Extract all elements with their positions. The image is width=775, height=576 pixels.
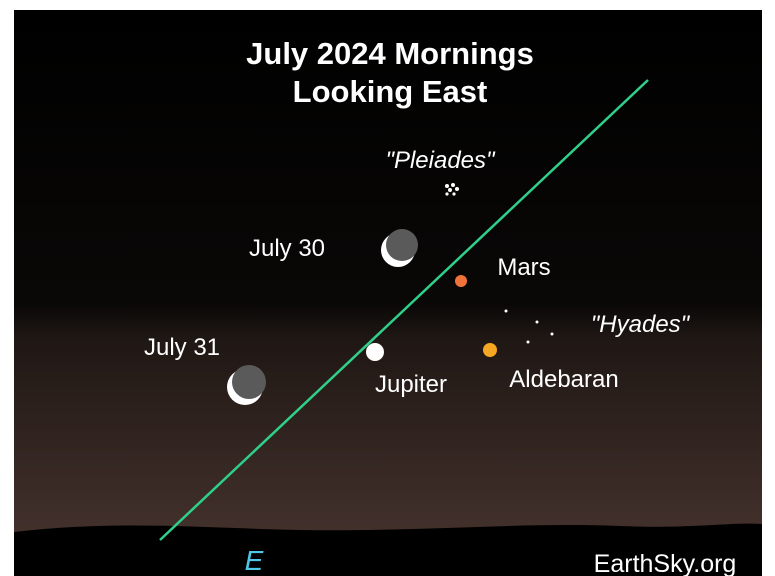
object-label: July 30 <box>249 235 325 262</box>
object-label: Aldebaran <box>509 366 618 393</box>
object-label: "Pleiades" <box>385 147 496 174</box>
direction-label: E <box>245 545 264 576</box>
mars <box>455 275 467 287</box>
title-line: Looking East <box>293 74 488 109</box>
object-label: "Hyades" <box>591 311 691 338</box>
object-label: Jupiter <box>375 371 447 398</box>
sky-chart: July 2024 Mornings Looking East "Pleiade… <box>0 0 775 576</box>
credit: EarthSky.org <box>594 550 737 576</box>
aldebaran <box>483 343 497 357</box>
jupiter <box>366 343 384 361</box>
title-line: July 2024 Mornings <box>246 36 534 71</box>
object-label: July 31 <box>144 334 220 361</box>
object-label: Mars <box>497 254 550 281</box>
